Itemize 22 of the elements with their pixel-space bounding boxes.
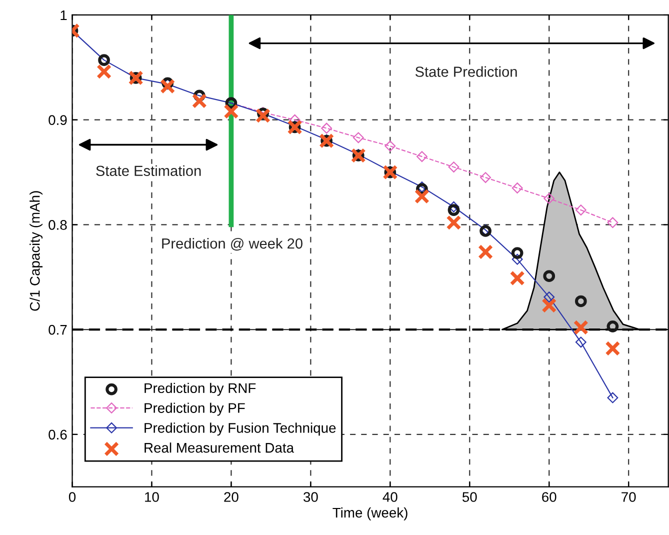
annotation: State Estimation	[96, 165, 201, 176]
x-tick-label: 50	[462, 492, 477, 502]
y-tick-label: 0.9	[48, 115, 67, 126]
legend-label: Real Measurement Data	[144, 442, 294, 453]
x-axis-title: Time (week)	[332, 507, 408, 520]
legend-label: Prediction by RNF	[144, 382, 256, 396]
legend-label: Prediction by Fusion Technique	[144, 422, 336, 436]
legend-label: Prediction by PF	[144, 402, 245, 416]
annotation: Prediction @ week 20	[162, 238, 302, 251]
x-tick-label: 0	[68, 492, 76, 502]
y-tick-label: 0.7	[48, 324, 67, 335]
x-tick-label: 70	[622, 492, 636, 502]
y-tick-label: 1	[60, 10, 67, 20]
y-tick-label: 0.8	[48, 220, 67, 230]
y-axis-title: C/1 Capacity (mAh)	[30, 191, 43, 311]
annotation: State Prediction	[415, 66, 517, 77]
x-tick-label: 40	[382, 492, 398, 502]
x-tick-label: 10	[145, 492, 159, 502]
x-tick-label: 20	[224, 492, 238, 502]
x-tick-label: 60	[542, 492, 556, 502]
x-tick-label: 30	[303, 492, 318, 502]
y-tick-label: 0.6	[48, 430, 67, 440]
